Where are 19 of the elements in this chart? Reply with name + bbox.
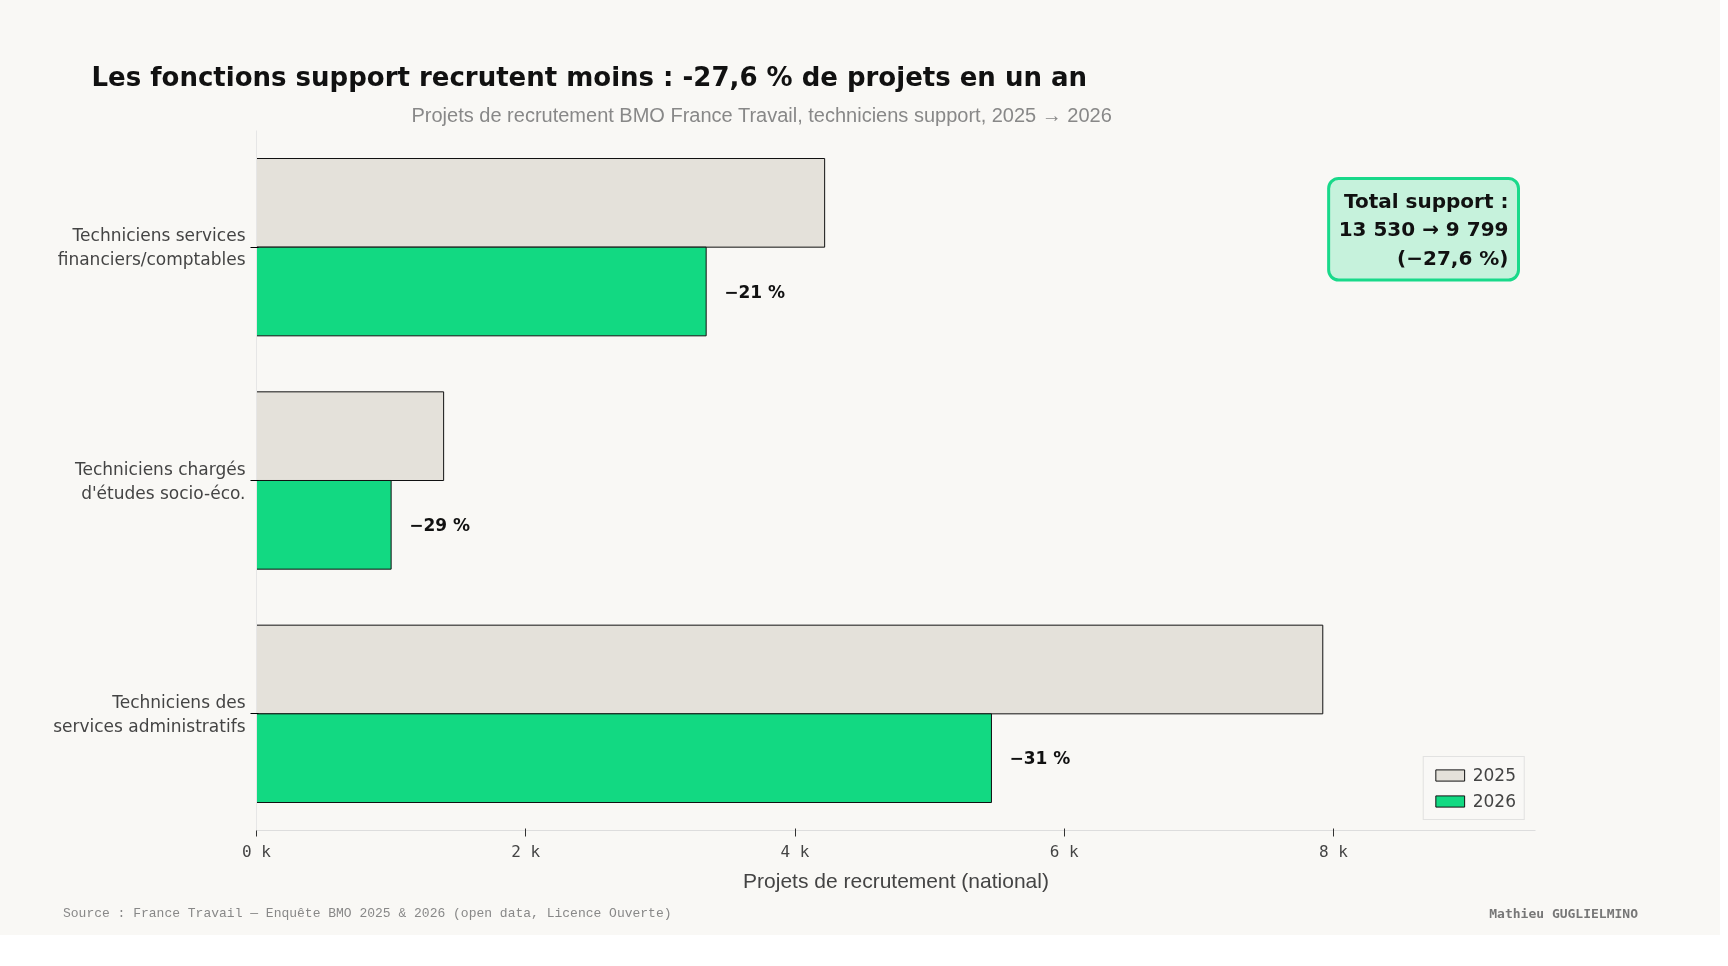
x-tick-label: 6 k — [1049, 841, 1080, 861]
annotation: Total support : 13 530 → 9 799 (−27,6 %) — [1338, 188, 1509, 271]
x-tick-label: 0 k — [242, 841, 272, 861]
x-tick-label: 4 k — [780, 841, 810, 861]
annotation: −21 % — [724, 281, 786, 302]
chart-subtitle: Projets de recrutement BMO France Travail, techniciens support, 2025 → 2026 — [411, 103, 1112, 126]
x-tick-label: 2 k — [511, 841, 541, 861]
x-axis-title: Projets de recrutement (national) — [743, 868, 1049, 892]
chart-title: Les fonctions support recrutent moins : -27,6 % de projets en un an — [91, 61, 1088, 92]
y-tick-label: Techniciens services financiers/comptables — [57, 225, 246, 270]
y-tick-label: Techniciens des services administratifs — [53, 691, 246, 736]
source-note: Source : France Travail — Enquête BMO 2025 & 2026 (open data, Licence Ouverte) — [63, 905, 672, 923]
y-tick-label: Techniciens chargés d'études socio-éco. — [74, 458, 246, 503]
annotation: −31 % — [1009, 748, 1071, 769]
legend-label: 2026 — [1472, 791, 1516, 811]
text: Mathieu GUGLIELMINO — [1489, 905, 1638, 923]
annotation: −29 % — [409, 514, 470, 535]
x-tick-label: 8 k — [1319, 841, 1349, 861]
legend-label: 2025 — [1472, 765, 1516, 785]
